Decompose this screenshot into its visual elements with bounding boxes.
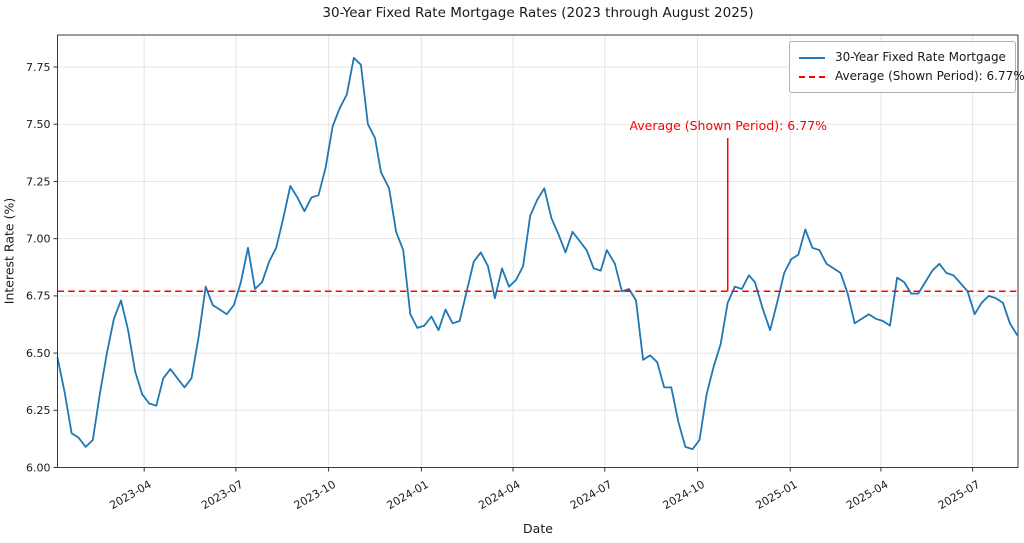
y-tick-label: 6.75 [26, 290, 51, 303]
x-tick-label: 2025-01 [753, 478, 799, 512]
x-tick-label: 2023-10 [292, 478, 338, 512]
legend-item-label: Average (Shown Period): 6.77% [835, 69, 1024, 83]
x-tick-label: 2024-07 [568, 478, 614, 512]
x-tick-label: 2025-07 [936, 478, 982, 512]
legend-item-label: 30-Year Fixed Rate Mortgage [835, 50, 1006, 64]
x-tick-label: 2024-01 [385, 478, 431, 512]
y-tick-label: 7.25 [26, 175, 51, 188]
y-tick-label: 6.50 [26, 347, 51, 360]
x-tick-label: 2024-10 [661, 478, 707, 512]
x-tick-label: 2024-04 [476, 478, 522, 512]
rate-line-series [56, 57, 1018, 451]
legend-dashed-line-swatch [799, 75, 825, 78]
y-tick-label: 7.75 [26, 61, 51, 74]
y-tick-label: 7.50 [26, 118, 51, 131]
legend-item-series: 30-Year Fixed Rate Mortgage [799, 48, 1006, 67]
y-tick-label: 7.00 [26, 232, 51, 245]
average-annotation-text: Average (Shown Period): 6.77% [629, 118, 827, 133]
x-tick-label: 2025-04 [844, 478, 890, 512]
legend: 30-Year Fixed Rate Mortgage Average (Sho… [789, 41, 1024, 93]
legend-solid-line-swatch [799, 56, 825, 59]
axes-frame [57, 34, 1019, 468]
y-tick-label: 6.25 [26, 404, 51, 417]
chart-title: 30-Year Fixed Rate Mortgage Rates (2023 … [322, 5, 754, 21]
legend-item-average: Average (Shown Period): 6.77% [799, 67, 1024, 86]
y-axis-label: Interest Rate (%) [1, 197, 17, 305]
x-axis-label: Date [523, 521, 553, 536]
y-tick-label: 6.00 [26, 461, 51, 474]
x-tick-label: 2023-07 [199, 478, 245, 512]
x-tick-label: 2023-04 [107, 478, 153, 512]
